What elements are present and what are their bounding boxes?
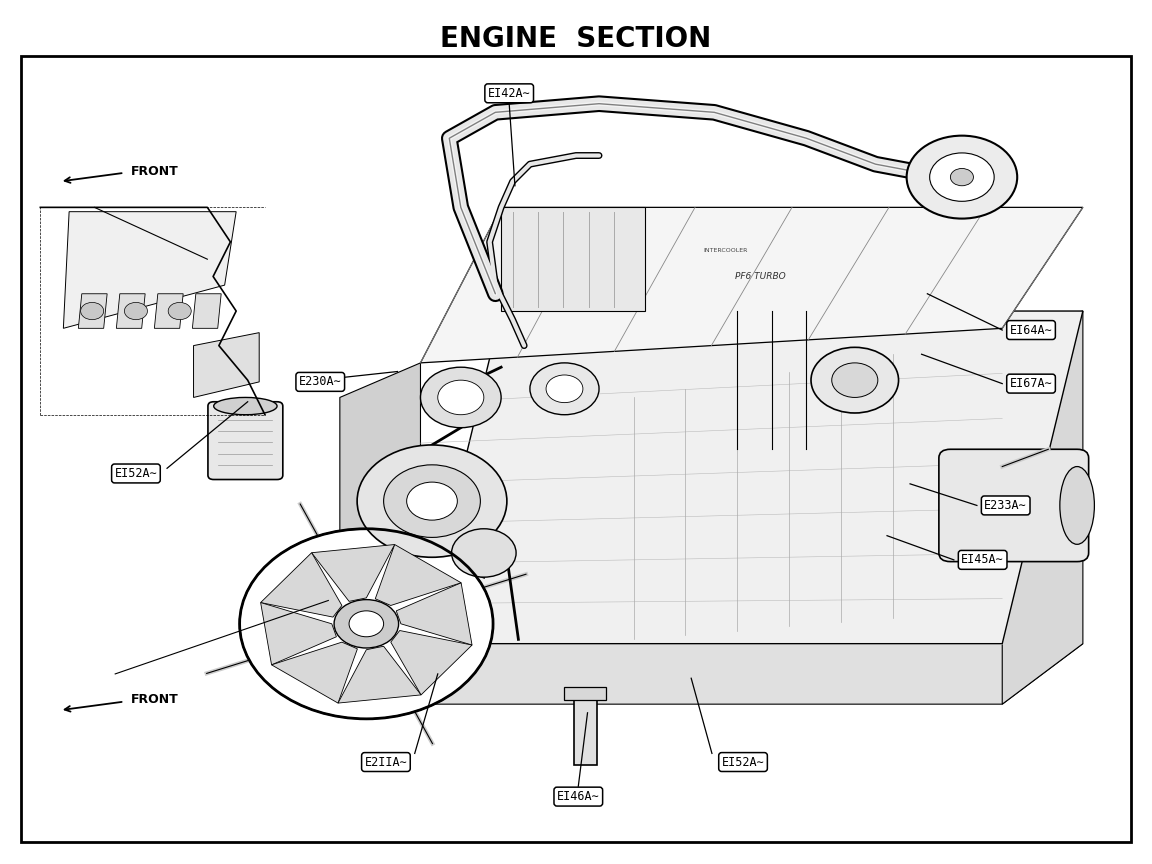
Text: E230A∼: E230A∼ [298, 375, 342, 389]
Polygon shape [376, 544, 461, 606]
FancyBboxPatch shape [207, 402, 282, 480]
Text: E2IIA∼: E2IIA∼ [364, 755, 408, 769]
Text: INTERCOOLER: INTERCOOLER [704, 248, 748, 253]
Text: ENGINE  SECTION: ENGINE SECTION [440, 25, 712, 53]
Circle shape [357, 445, 507, 557]
Text: FRONT: FRONT [131, 693, 179, 707]
FancyBboxPatch shape [939, 449, 1089, 562]
Text: E233A∼: E233A∼ [984, 499, 1028, 512]
Ellipse shape [1060, 467, 1094, 544]
Polygon shape [338, 646, 422, 703]
Polygon shape [260, 553, 342, 617]
Text: EI52A∼: EI52A∼ [114, 467, 158, 480]
Circle shape [81, 302, 104, 320]
Text: EI46A∼: EI46A∼ [556, 790, 600, 804]
Circle shape [384, 465, 480, 537]
Text: EI45A∼: EI45A∼ [961, 553, 1005, 567]
Circle shape [907, 136, 1017, 219]
Polygon shape [396, 582, 472, 645]
FancyBboxPatch shape [564, 687, 606, 700]
Polygon shape [1002, 311, 1083, 704]
Polygon shape [340, 363, 420, 704]
Polygon shape [194, 333, 259, 397]
Polygon shape [78, 294, 107, 328]
Text: EI67A∼: EI67A∼ [1009, 377, 1053, 391]
Polygon shape [420, 207, 1083, 363]
Circle shape [240, 529, 493, 719]
Circle shape [124, 302, 147, 320]
Polygon shape [340, 644, 1083, 704]
Circle shape [438, 380, 484, 415]
Polygon shape [154, 294, 183, 328]
Polygon shape [311, 544, 395, 601]
Polygon shape [260, 602, 336, 665]
Text: PF6 TURBO: PF6 TURBO [735, 272, 786, 281]
Polygon shape [420, 311, 1083, 644]
Polygon shape [116, 294, 145, 328]
Text: FRONT: FRONT [131, 164, 179, 178]
Circle shape [452, 529, 516, 577]
Circle shape [832, 363, 878, 397]
Circle shape [530, 363, 599, 415]
Circle shape [168, 302, 191, 320]
Circle shape [349, 611, 384, 637]
Circle shape [950, 168, 973, 186]
Text: EI52A∼: EI52A∼ [721, 755, 765, 769]
Text: EI42A∼: EI42A∼ [487, 86, 531, 100]
Circle shape [420, 367, 501, 428]
Polygon shape [63, 212, 236, 328]
FancyBboxPatch shape [574, 696, 597, 765]
Circle shape [811, 347, 899, 413]
Ellipse shape [214, 397, 276, 415]
Text: EI64A∼: EI64A∼ [1009, 323, 1053, 337]
Polygon shape [192, 294, 221, 328]
Circle shape [334, 600, 399, 648]
Polygon shape [501, 207, 645, 311]
Circle shape [407, 482, 457, 520]
Polygon shape [391, 631, 472, 695]
Circle shape [930, 153, 994, 201]
Circle shape [546, 375, 583, 403]
Polygon shape [272, 642, 357, 703]
